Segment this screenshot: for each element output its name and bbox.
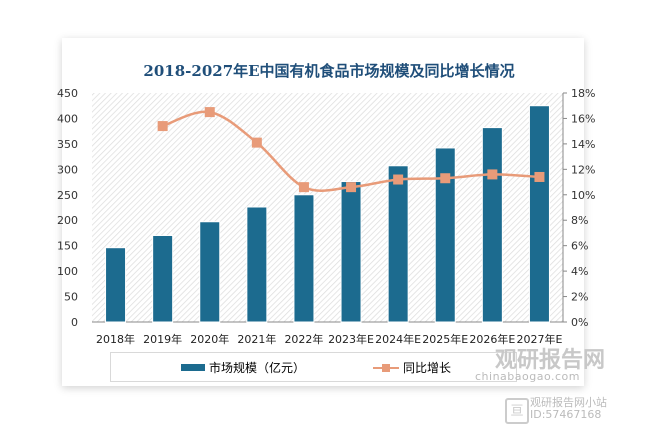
watermark-station: 观研报告网小站 ID:57467168 <box>530 397 607 421</box>
x-tick-label: 2025年E <box>422 332 468 346</box>
bar <box>105 247 127 323</box>
legend-item-growth: 同比增长 <box>373 359 451 376</box>
left-tick-label: 450 <box>57 87 78 100</box>
bar <box>340 181 362 323</box>
right-tick-label: 6% <box>571 240 588 253</box>
left-tick-label: 0 <box>71 316 78 329</box>
x-tick-label: 2027年E <box>516 332 562 346</box>
growth-point <box>534 171 545 182</box>
growth-point <box>393 174 404 185</box>
legend-bar-swatch <box>181 364 205 371</box>
watermark-logo-icon: 亘 <box>505 398 529 424</box>
growth-point <box>157 121 168 132</box>
x-tick-label: 2018年 <box>96 332 135 346</box>
bar <box>434 147 456 323</box>
legend-item-market-size: 市场规模（亿元） <box>181 359 305 376</box>
watermark-url: chinabaogao.com <box>475 370 580 383</box>
growth-point <box>346 182 357 193</box>
right-tick-label: 18% <box>571 87 595 100</box>
left-tick-label: 400 <box>57 112 78 125</box>
bar <box>481 127 503 323</box>
x-tick-label: 2023年E <box>328 332 374 346</box>
growth-point <box>298 182 309 193</box>
x-tick-label: 2020年 <box>190 332 229 346</box>
growth-point <box>440 173 451 184</box>
legend-label: 市场规模（亿元） <box>209 361 306 375</box>
right-tick-label: 14% <box>571 138 595 151</box>
growth-point <box>487 169 498 180</box>
bar <box>528 105 550 323</box>
x-tick-label: 2022年 <box>284 332 323 346</box>
x-tick-label: 2026年E <box>469 332 515 346</box>
left-tick-label: 100 <box>57 265 78 278</box>
watermark-id: ID:57467168 <box>530 408 602 421</box>
watermark-brand: 观研报告网 <box>495 348 606 373</box>
bar <box>387 165 409 323</box>
growth-point <box>251 137 262 148</box>
right-tick-label: 0% <box>571 316 588 329</box>
right-tick-label: 16% <box>571 112 595 125</box>
chart-title: 2018-2027年E中国有机食品市场规模及同比增长情况 <box>143 62 515 80</box>
x-tick-label: 2024年E <box>375 332 421 346</box>
right-tick-label: 4% <box>571 265 588 278</box>
left-tick-label: 300 <box>57 163 78 176</box>
bar <box>152 234 174 323</box>
bar <box>199 221 221 323</box>
x-tick-label: 2021年 <box>237 332 276 346</box>
x-tick-label: 2019年 <box>143 332 182 346</box>
legend-label: 同比增长 <box>403 361 452 375</box>
watermark-station-name: 观研报告网小站 <box>530 396 607 409</box>
bar <box>246 206 268 323</box>
right-tick-label: 12% <box>571 163 595 176</box>
right-tick-label: 2% <box>571 291 588 304</box>
legend: 市场规模（亿元） 同比增长 <box>110 352 517 382</box>
left-tick-label: 200 <box>57 214 78 227</box>
right-tick-label: 10% <box>571 189 595 202</box>
left-tick-label: 150 <box>57 240 78 253</box>
bar <box>293 194 315 323</box>
legend-line-swatch <box>373 363 399 372</box>
left-tick-label: 350 <box>57 138 78 151</box>
left-tick-label: 250 <box>57 189 78 202</box>
growth-point <box>204 107 215 118</box>
left-tick-label: 50 <box>64 291 78 304</box>
right-tick-label: 8% <box>571 214 588 227</box>
